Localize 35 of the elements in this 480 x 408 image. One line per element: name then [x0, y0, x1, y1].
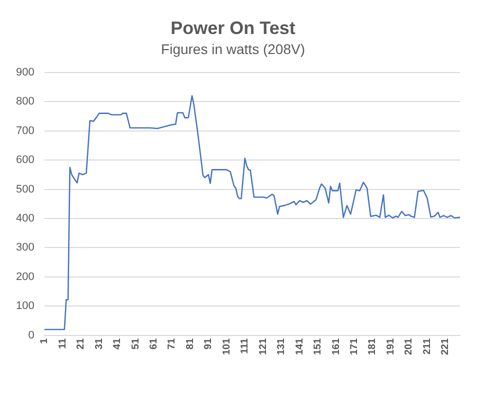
y-tick-label: 300	[16, 242, 34, 254]
x-tick-label: 11	[57, 338, 68, 349]
y-tick-label: 600	[16, 154, 34, 166]
x-tick-label: 171	[349, 338, 360, 356]
x-tick-label: 91	[203, 338, 214, 350]
x-tick-label: 151	[312, 338, 324, 356]
x-tick-label: 181	[367, 338, 378, 356]
x-tick-label: 41	[112, 338, 124, 350]
x-tick-label: 21	[76, 338, 87, 350]
x-tick-label: 161	[330, 338, 342, 356]
x-tick-label: 111	[240, 338, 251, 354]
y-tick-label: 100	[16, 300, 34, 312]
x-tick-label: 31	[94, 338, 105, 350]
x-tick-label: 211	[422, 338, 433, 354]
x-tick-label: 81	[184, 338, 196, 350]
y-tick-label: 800	[16, 96, 34, 108]
y-tick-label: 200	[16, 270, 34, 283]
x-tick-label: 51	[130, 338, 142, 350]
x-tick-label: 221	[440, 338, 452, 356]
y-tick-label: 700	[16, 124, 34, 137]
x-tick-label: 201	[404, 338, 415, 356]
y-tick-label: 400	[16, 212, 34, 224]
x-tick-label: 141	[294, 338, 306, 356]
x-tick-label: 61	[148, 338, 160, 350]
x-tick-label: 101	[221, 338, 232, 356]
x-tick-label: 191	[385, 338, 396, 356]
x-tick-label: 131	[276, 338, 288, 356]
chart-title: Power On Test	[170, 18, 296, 38]
y-tick-label: 500	[16, 183, 34, 196]
y-tick-label: 0	[28, 329, 34, 342]
chart-subtitle: Figures in watts (208V)	[161, 40, 305, 57]
x-tick-label: 121	[258, 338, 269, 356]
y-tick-label: 900	[16, 66, 34, 78]
x-tick-label: 71	[166, 338, 178, 350]
x-tick-label: 1	[39, 338, 50, 344]
